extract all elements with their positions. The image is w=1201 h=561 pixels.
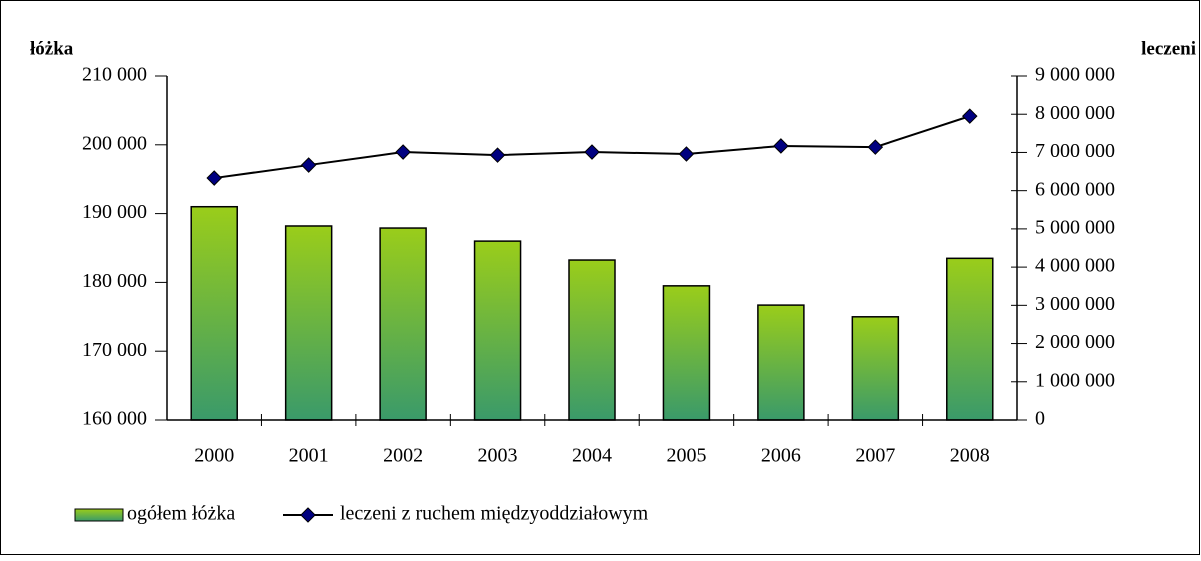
- y2-tick-label: 3 000 000: [1035, 293, 1115, 315]
- y-tick-label: 210 000: [82, 64, 147, 86]
- x-tick-label: 2000: [194, 445, 234, 467]
- x-tick-label: 2004: [572, 445, 612, 467]
- x-tick-label: 2002: [383, 445, 423, 467]
- y-tick-label: 160 000: [82, 408, 147, 430]
- y-axis-title: łóżka: [30, 38, 74, 59]
- bar: [379, 227, 427, 421]
- marker: [489, 147, 506, 163]
- bar: [946, 257, 994, 421]
- bar: [757, 304, 805, 421]
- bar: [662, 285, 711, 421]
- x-tick-label: 2008: [950, 445, 990, 467]
- legend-label: ogółem łóżka: [127, 503, 235, 525]
- y-tick-label: 190 000: [82, 201, 147, 223]
- bar: [284, 225, 333, 421]
- y2-tick-label: 1 000 000: [1035, 369, 1115, 391]
- y-tick-label: 180 000: [82, 270, 147, 292]
- marker: [395, 144, 411, 160]
- y-tick-label: 170 000: [82, 339, 147, 361]
- marker: [961, 108, 978, 124]
- y2-tick-label: 7 000 000: [1035, 140, 1115, 162]
- legend-label: leczeni z ruchem międzyoddziałowym: [340, 503, 649, 525]
- y2-axis-title: leczeni: [1141, 38, 1196, 59]
- y2-tick-label: 6 000 000: [1035, 178, 1115, 200]
- x-tick-label: 2007: [855, 445, 895, 467]
- y2-tick-label: 2 000 000: [1035, 331, 1115, 353]
- marker: [300, 157, 317, 173]
- y-tick-label: 200 000: [82, 132, 147, 154]
- marker: [678, 146, 695, 162]
- marker: [584, 144, 600, 160]
- x-tick-label: 2001: [289, 445, 329, 467]
- x-tick-label: 2003: [478, 445, 518, 467]
- legend-marker: [300, 507, 316, 523]
- y2-tick-label: 5 000 000: [1035, 216, 1115, 238]
- x-tick-label: 2005: [666, 445, 706, 467]
- bar: [568, 259, 616, 421]
- marker: [773, 138, 789, 154]
- bar: [851, 316, 900, 421]
- y2-tick-label: 4 000 000: [1035, 255, 1115, 277]
- bar: [190, 205, 238, 421]
- y2-tick-label: 0: [1035, 408, 1045, 430]
- bar: [473, 240, 522, 421]
- x-tick-label: 2006: [761, 445, 801, 467]
- y2-tick-label: 9 000 000: [1035, 64, 1115, 86]
- y2-tick-label: 8 000 000: [1035, 102, 1115, 124]
- marker: [867, 139, 884, 155]
- marker: [206, 170, 223, 186]
- legend-swatch: [74, 508, 124, 522]
